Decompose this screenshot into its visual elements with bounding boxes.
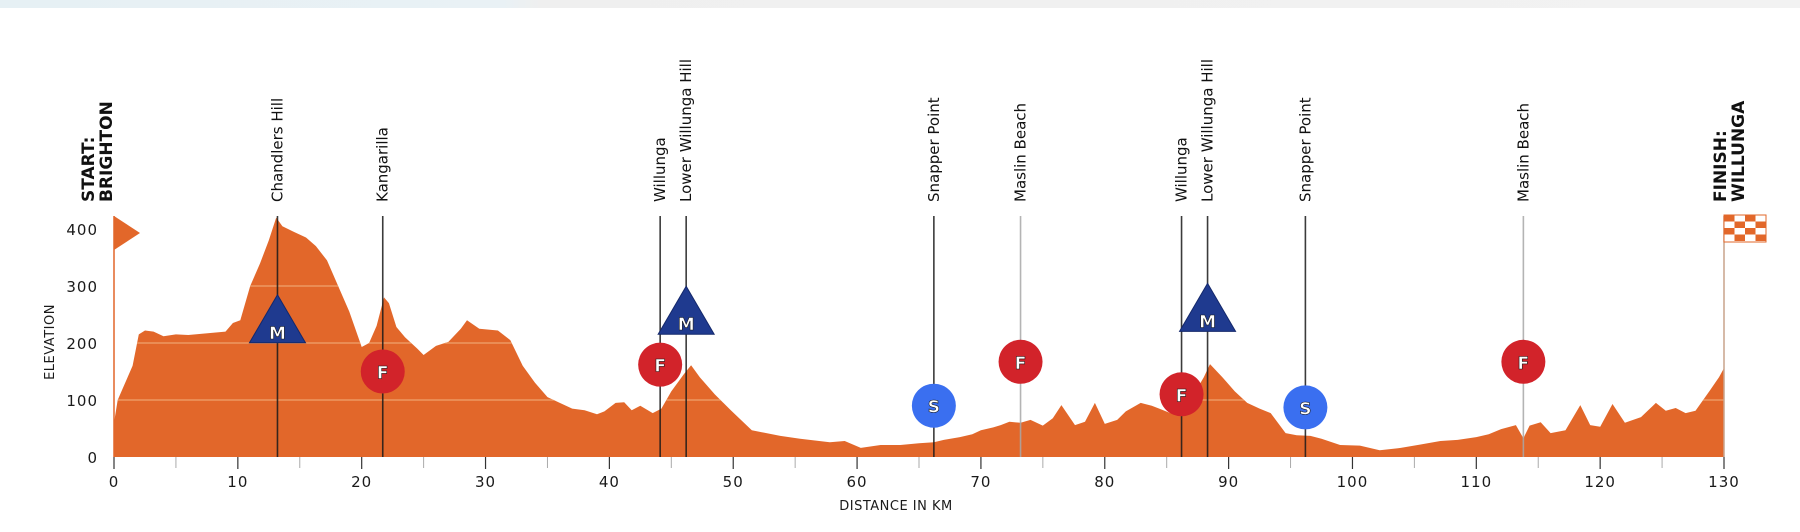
waypoint-label: Lower Willunga Hill [677, 59, 695, 202]
waypoint: Snapper Point S [911, 97, 956, 457]
waypoint: Lower Willunga Hill M [657, 59, 716, 457]
sprint-marker-icon [911, 383, 956, 428]
feed-marker-letter: F [1518, 354, 1530, 374]
y-axis: 0 100 200 300 400 [66, 221, 98, 467]
start-flag-icon [114, 216, 140, 250]
feed-marker-icon [1159, 372, 1204, 417]
x-tick-label: 0 [109, 473, 120, 491]
waypoint-label: Maslin Beach [1514, 103, 1532, 202]
x-tick-label: 100 [1337, 473, 1369, 491]
waypoint-label: Willunga [1173, 137, 1191, 202]
y-tick-label: 0 [87, 449, 98, 467]
finish-label-line2: WILLUNGA [1729, 100, 1749, 202]
sprint-marker-letter: S [1299, 399, 1311, 419]
waypoint-label: Chandlers Hill [268, 98, 286, 202]
elevation-profile-area [114, 217, 1724, 457]
x-axis-title: DISTANCE IN KM [839, 499, 953, 514]
feed-marker-icon [638, 342, 683, 387]
start-label-line2: BRIGHTON [97, 101, 117, 202]
elevation-area [114, 217, 1724, 457]
waypoint: Maslin Beach F [1501, 103, 1546, 457]
start-label-line1: START: [79, 137, 99, 202]
y-axis-title: ELEVATION [43, 304, 58, 380]
waypoint-label: Snapper Point [1296, 97, 1314, 202]
feed-marker-letter: F [1176, 386, 1188, 406]
sprint-marker-letter: S [928, 398, 940, 418]
x-tick-label: 20 [351, 473, 372, 491]
y-tick-label: 300 [66, 278, 98, 296]
x-tick-label: 10 [227, 473, 248, 491]
mountain-marker-letter: M [269, 324, 286, 344]
waypoint: Maslin Beach F [998, 103, 1043, 457]
x-tick-label: 90 [1218, 473, 1239, 491]
waypoint: Snapper Point S [1283, 97, 1328, 457]
x-tick-label: 50 [723, 473, 744, 491]
x-tick-label: 70 [970, 473, 991, 491]
mountain-marker-letter: M [1199, 312, 1216, 332]
start-label: START: BRIGHTON [79, 101, 117, 202]
x-tick-label: 130 [1708, 473, 1740, 491]
feed-marker-letter: F [377, 364, 389, 384]
x-axis: 0 10 20 30 40 50 60 70 80 90 100 110 120 130 [109, 457, 1740, 491]
finish-label: FINISH: WILLUNGA [1711, 100, 1749, 202]
waypoint: Willunga F [638, 137, 683, 457]
y-tick-label: 200 [66, 335, 98, 353]
feed-marker-icon [998, 339, 1043, 384]
feed-marker-icon [1501, 339, 1546, 384]
waypoint-label: Snapper Point [925, 97, 943, 202]
x-tick-label: 120 [1584, 473, 1616, 491]
feed-marker-letter: F [1015, 354, 1027, 374]
waypoint: Lower Willunga Hill M [1178, 59, 1237, 457]
mountain-marker-letter: M [678, 315, 695, 335]
y-tick-label: 100 [66, 392, 98, 410]
waypoints: Chandlers HillMKangarillaFWillungaFLower… [248, 59, 1546, 457]
waypoint-label: Kangarilla [374, 127, 392, 202]
x-tick-label: 60 [847, 473, 868, 491]
waypoint: Willunga F [1159, 137, 1204, 457]
top-banner-strip [0, 0, 1800, 8]
x-tick-label: 30 [475, 473, 496, 491]
x-tick-label: 40 [599, 473, 620, 491]
mountain-marker-icon [657, 285, 716, 335]
y-tick-label: 400 [66, 221, 98, 239]
feed-marker-letter: F [654, 357, 666, 377]
x-tick-label: 80 [1094, 473, 1115, 491]
waypoint-label: Maslin Beach [1012, 103, 1030, 202]
x-tick-label: 110 [1460, 473, 1492, 491]
waypoint: Kangarilla F [360, 127, 405, 457]
mountain-marker-icon [248, 293, 307, 344]
checkered-flag-icon [1723, 214, 1767, 243]
waypoint-label: Willunga [651, 137, 669, 202]
flags [113, 214, 1767, 457]
feed-marker-icon [360, 349, 405, 394]
mountain-marker-icon [1178, 282, 1237, 332]
waypoint: Chandlers Hill M [248, 98, 307, 457]
sprint-marker-icon [1283, 385, 1328, 430]
finish-label-line1: FINISH: [1711, 130, 1731, 202]
waypoint-label: Lower Willunga Hill [1199, 59, 1217, 202]
